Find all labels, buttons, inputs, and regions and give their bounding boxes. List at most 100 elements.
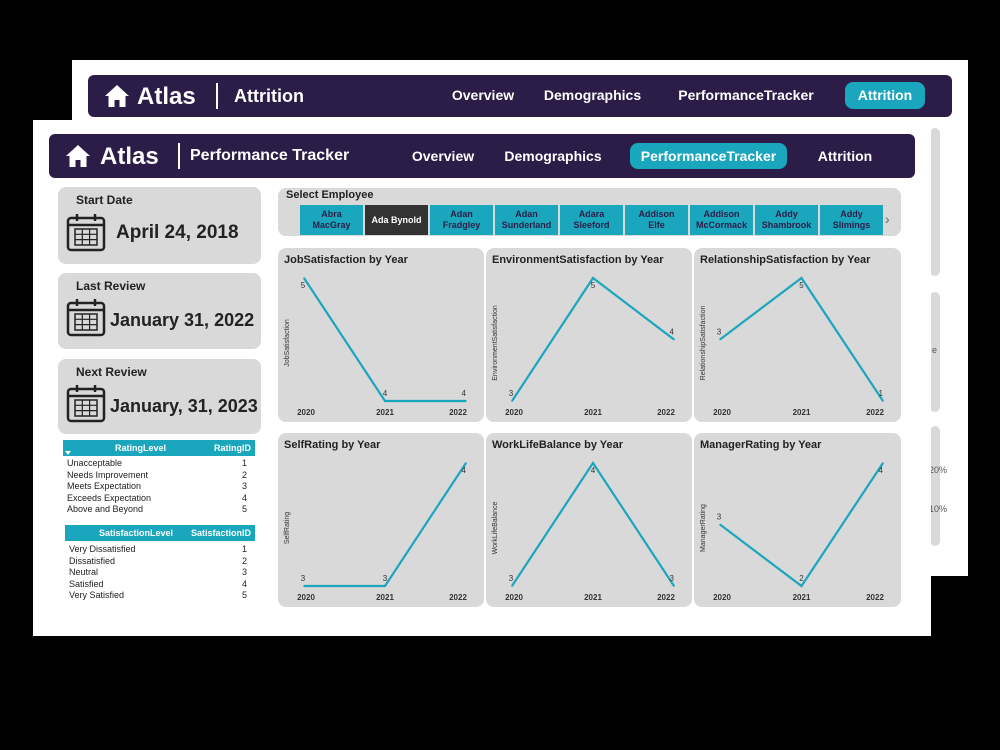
page-title: Performance Tracker [190,147,350,164]
background-label: 20% [929,465,948,475]
column-header[interactable]: SatisfactionLevel [99,528,174,538]
x-tick-label: 2022 [449,593,467,602]
satisfaction-level: Dissatisfied [69,555,116,566]
background-card [930,426,940,546]
employee-button[interactable]: Abra MacGray [300,205,363,235]
next-review-label: Next Review [76,365,147,379]
satisfaction-level: Neutral [69,567,99,577]
chart-title: WorkLifeBalance by Year [492,439,624,451]
header-separator [216,83,218,109]
table-header[interactable]: RatingLevel RatingID [63,440,255,456]
rating-level: Meets Expectation [67,481,142,491]
series-line [303,277,466,403]
data-point [592,462,594,464]
nav-demographics[interactable]: Demographics [504,148,602,164]
data-point [719,523,721,526]
data-point [511,400,513,402]
data-point [673,338,675,341]
data-point [303,277,305,279]
calendar-icon [66,385,106,423]
satisfaction-level-table: SatisfactionLevel SatisfactionID Very Di… [65,525,255,602]
data-point [800,277,803,279]
x-tick-label: 2020 [297,593,315,602]
job-satisfaction-chart: JobSatisfaction by Year JobSatisfaction 5… [278,248,484,422]
x-tick-label: 2021 [793,408,811,417]
self-rating-chart: SelfRating by Year SelfRating 3 2020 3 2021 4… [278,433,484,607]
y-axis-label: RelationshipSatisfaction [700,306,707,381]
job-satisfaction-plot: JobSatisfaction 5 2020 4 2021 4 2022 [284,277,467,417]
table-row: Needs Improvement 2 [63,470,255,482]
home-icon[interactable] [104,84,130,108]
table-row: Very Satisfied 5 [65,590,255,602]
nav-demographics[interactable]: Demographics [543,87,642,103]
nav-attrition[interactable]: Attrition [817,148,873,164]
rating-id: 5 [241,504,247,514]
chart-title: ManagerRating by Year [700,439,822,451]
home-icon[interactable] [65,144,91,168]
x-tick-label: 2020 [297,408,315,417]
rating-level: Above and Beyond [67,504,144,514]
page-title: Attrition [234,86,304,106]
nav-performancetracker[interactable]: PerformanceTracker [630,143,787,169]
data-point [465,462,467,464]
column-header[interactable]: RatingLevel [115,443,167,453]
sort-arrow-icon[interactable] [65,451,71,455]
data-label: 5 [799,281,804,290]
brand-name: Atlas [137,83,196,110]
employee-button[interactable]: Adan Fradgley [430,205,493,235]
employee-button[interactable]: Addison Elfe [625,205,688,235]
employee-button[interactable]: Ada Bynold [365,205,428,235]
environment-satisfaction-plot: EnvironmentSatisfaction 3 2020 5 2021 4 2022 [492,276,675,417]
x-tick-label: 2022 [657,593,675,602]
satisfaction-level: Very Satisfied [69,590,125,600]
relationship-satisfaction-plot: RelationshipSatisfaction 3 2020 5 2021 1 2022 [700,276,884,417]
x-tick-label: 2020 [713,408,731,417]
data-point [303,585,305,587]
x-tick-label: 2021 [584,408,602,417]
x-tick-label: 2022 [657,408,675,417]
brand-name: Atlas [100,143,159,170]
column-header[interactable]: RatingID [214,443,251,453]
nav-performancetracker[interactable]: PerformanceTracker [678,87,814,103]
employee-button[interactable]: Addison McCormack [690,205,753,235]
employee-button[interactable]: Addy Shambrook [755,205,818,235]
table-row: Above and Beyond 5 [63,504,255,516]
attrition-header-bar: Atlas Attrition Overview Demographics Pe… [88,75,952,117]
x-tick-label: 2020 [505,408,523,417]
table-row: Meets Expectation 3 [63,481,255,493]
x-tick-label: 2020 [505,593,523,602]
satisfaction-id: 4 [241,578,247,589]
nav-overview[interactable]: Overview [451,87,515,103]
series-line [719,462,884,588]
x-tick-label: 2021 [584,593,602,602]
y-axis-label: EnvironmentSatisfaction [492,305,499,381]
data-point [384,400,386,402]
header-separator [178,143,180,169]
nav-attrition[interactable]: Attrition [845,82,925,109]
table-row: Very Dissatisfied 1 [65,544,255,556]
data-point [882,400,884,402]
table-row: Satisfied 4 [65,579,255,591]
last-review-value: January 31, 2022 [110,310,255,330]
background-label: e [932,345,938,355]
column-header[interactable]: SatisfactionID [190,528,251,538]
table-header[interactable]: SatisfactionLevel SatisfactionID [65,525,255,541]
rating-level: Unacceptable [67,458,123,468]
rating-id: 4 [241,492,247,503]
nav-overview[interactable]: Overview [411,148,475,164]
employee-button[interactable]: Adan Sunderland [495,205,558,235]
start-date-card: Start Date April 24, 2018 [58,187,261,264]
satisfaction-level: Very Dissatisfied [69,544,136,554]
x-tick-label: 2022 [866,593,884,602]
data-label: 4 [670,328,675,337]
data-label: 3 [717,328,722,337]
employee-button[interactable]: Addy Slimings [820,205,883,235]
manager-rating-plot: ManagerRating 3 2020 2 2021 4 2022 [700,462,884,602]
employee-button[interactable]: Adara Sleeford [560,205,623,235]
start-date-label: Start Date [76,193,133,207]
data-point [882,462,884,464]
data-label: 2 [799,574,804,583]
self-rating-plot: SelfRating 3 2020 3 2021 4 2022 [284,462,467,602]
chevron-right-icon[interactable]: › [885,211,890,227]
background-label: 10% [929,504,948,514]
